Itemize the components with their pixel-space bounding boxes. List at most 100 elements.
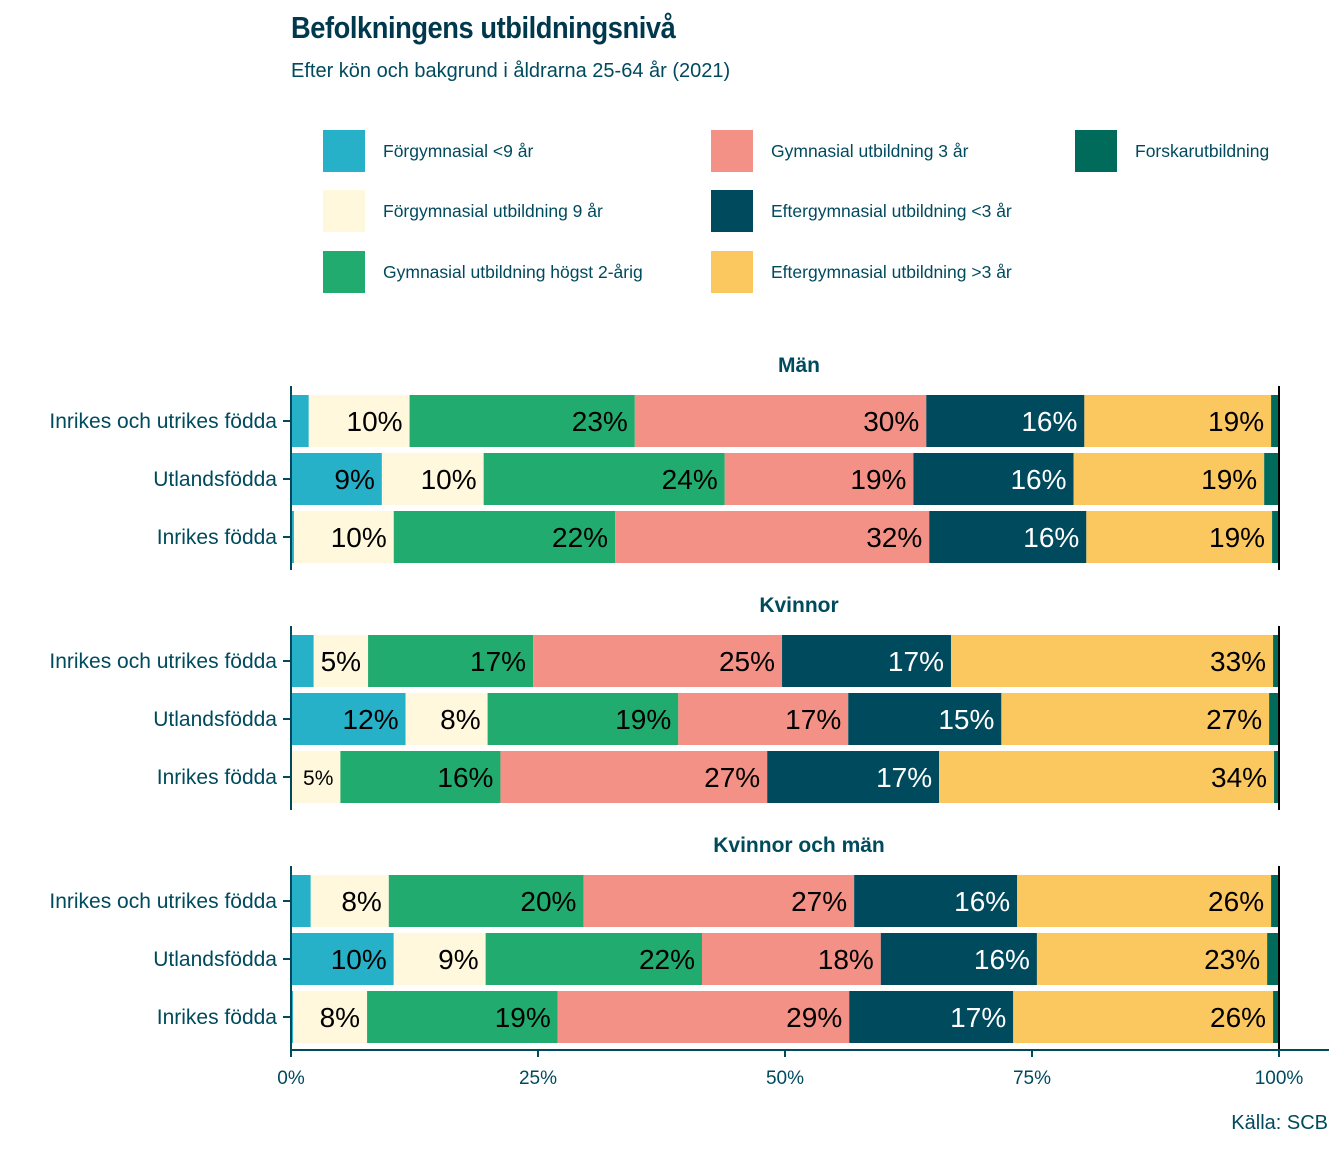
data-label: 8% xyxy=(320,1002,360,1033)
data-label: 27% xyxy=(1206,704,1262,735)
data-label: 27% xyxy=(704,762,760,793)
bar-segment xyxy=(340,751,501,803)
bar-segment xyxy=(393,933,486,985)
data-label: 19% xyxy=(1208,406,1264,437)
data-label: 16% xyxy=(1023,522,1079,553)
legend-item: Förgymnasial utbildning 9 år xyxy=(323,190,603,232)
bar-segment xyxy=(950,635,1274,687)
bar-segment xyxy=(557,991,850,1043)
legend-label: Förgymnasial utbildning 9 år xyxy=(383,200,603,221)
data-label: 20% xyxy=(520,886,576,917)
x-tick-label: 0% xyxy=(277,1068,305,1089)
data-label: 27% xyxy=(791,886,847,917)
legend-swatch xyxy=(1075,130,1117,172)
legend-swatch xyxy=(323,190,365,232)
bar-segment xyxy=(291,511,294,563)
category-label: Inrikes födda xyxy=(157,766,278,789)
data-label: 9% xyxy=(334,464,374,495)
bar-segment xyxy=(1271,395,1279,447)
x-tick-label: 25% xyxy=(519,1068,557,1089)
chart-title: Befolkningens utbildningsnivå xyxy=(291,10,676,45)
legend-item: Eftergymnasial utbildning <3 år xyxy=(711,190,1012,232)
data-label: 29% xyxy=(786,1002,842,1033)
data-label: 19% xyxy=(495,1002,551,1033)
data-label: 17% xyxy=(876,762,932,793)
data-label: 12% xyxy=(343,704,399,735)
bar-segment xyxy=(929,511,1087,563)
bar-segment xyxy=(1017,875,1272,927)
legend-label: Gymnasial utbildning 3 år xyxy=(771,140,969,161)
data-label: 34% xyxy=(1211,762,1267,793)
bar-segment xyxy=(483,453,725,505)
bar-segment xyxy=(393,511,616,563)
bar-segment xyxy=(405,693,488,745)
data-label: 17% xyxy=(950,1002,1006,1033)
category-label: Inrikes födda xyxy=(157,526,278,549)
bar-segment xyxy=(782,635,951,687)
data-label: 30% xyxy=(863,406,919,437)
data-label: 8% xyxy=(440,704,480,735)
legend-item: Gymnasial utbildning högst 2-årig xyxy=(323,251,643,293)
legend-item: Eftergymnasial utbildning >3 år xyxy=(711,251,1012,293)
data-label: 33% xyxy=(1210,646,1266,677)
legend-swatch xyxy=(711,130,753,172)
bar-segment xyxy=(1272,511,1279,563)
data-label: 5% xyxy=(321,646,361,677)
data-label: 10% xyxy=(331,944,387,975)
bar-segment xyxy=(1264,453,1279,505)
data-label: 8% xyxy=(341,886,381,917)
category-label: Utlandsfödda xyxy=(153,948,277,971)
data-label: 9% xyxy=(438,944,478,975)
data-label: 22% xyxy=(552,522,608,553)
bar-segment xyxy=(310,875,389,927)
bar-segment xyxy=(767,751,940,803)
bar-segment xyxy=(409,395,635,447)
bar-segment xyxy=(854,875,1018,927)
legend-swatch xyxy=(711,251,753,293)
category-label: Utlandsfödda xyxy=(153,708,277,731)
bar-segment xyxy=(291,751,341,803)
bar-segment xyxy=(313,635,369,687)
bar-segment xyxy=(1086,511,1273,563)
data-label: 16% xyxy=(954,886,1010,917)
legend-label: Eftergymnasial utbildning >3 år xyxy=(771,261,1012,282)
data-label: 17% xyxy=(470,646,526,677)
bar-segment xyxy=(678,693,849,745)
legend-label: Förgymnasial <9 år xyxy=(383,140,534,161)
bar-segment xyxy=(291,453,382,505)
data-label: 10% xyxy=(331,522,387,553)
bar-segment xyxy=(1269,693,1279,745)
category-label: Inrikes och utrikes födda xyxy=(49,890,277,913)
bar-segment xyxy=(634,395,927,447)
data-label: 17% xyxy=(785,704,841,735)
bar-segment xyxy=(1084,395,1272,447)
bar-segment xyxy=(485,933,703,985)
data-label: 22% xyxy=(639,944,695,975)
data-label: 16% xyxy=(974,944,1030,975)
source-note: Källa: SCB xyxy=(1231,1112,1328,1134)
data-label: 10% xyxy=(347,406,403,437)
bar-segment xyxy=(880,933,1037,985)
data-label: 5% xyxy=(303,767,333,790)
category-label: Utlandsfödda xyxy=(153,468,277,491)
bar-segment xyxy=(1036,933,1268,985)
data-label: 23% xyxy=(1204,944,1260,975)
bar-segment xyxy=(702,933,881,985)
bar-segment xyxy=(1273,991,1279,1043)
x-tick-label: 50% xyxy=(766,1068,804,1089)
legend-item: Gymnasial utbildning 3 år xyxy=(711,130,968,172)
legend-swatch xyxy=(323,130,365,172)
data-label: 26% xyxy=(1208,886,1264,917)
legend-item: Forskarutbildning xyxy=(1075,130,1269,172)
bar-segment xyxy=(1274,751,1279,803)
data-label: 16% xyxy=(1010,464,1066,495)
bar-segment xyxy=(1273,635,1279,687)
bar-segment xyxy=(291,875,311,927)
bar-segment xyxy=(293,511,394,563)
bar-segment xyxy=(926,395,1085,447)
category-label: Inrikes födda xyxy=(157,1006,278,1029)
x-tick-label: 100% xyxy=(1255,1068,1304,1089)
bar-segment xyxy=(533,635,783,687)
bar-segment xyxy=(724,453,914,505)
